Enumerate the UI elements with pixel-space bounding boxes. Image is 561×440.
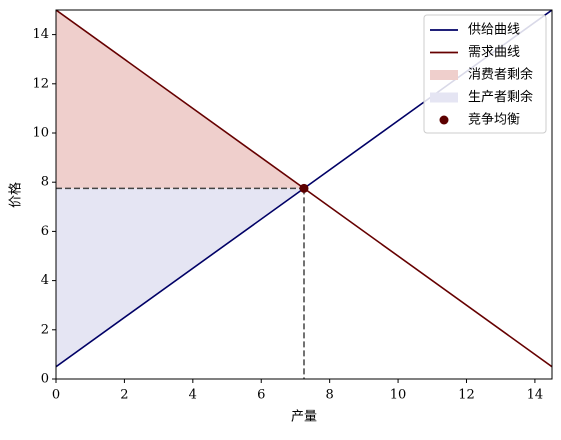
- legend-label: 竞争均衡: [468, 112, 520, 128]
- y-axis-label: 价格: [8, 182, 24, 208]
- legend-point: [439, 115, 449, 125]
- x-tick-label: 8: [326, 388, 334, 403]
- legend-label: 供给曲线: [468, 23, 520, 38]
- x-tick-label: 6: [257, 388, 265, 403]
- legend-patch: [430, 92, 458, 103]
- x-tick-label: 12: [458, 388, 475, 403]
- legend-patch: [430, 70, 458, 80]
- x-tick-label: 2: [120, 388, 128, 403]
- legend-label: 需求曲线: [468, 45, 520, 60]
- y-tick-label: 0: [41, 372, 49, 387]
- y-tick-label: 2: [41, 322, 49, 337]
- x-axis-label: 产量: [291, 410, 317, 425]
- y-tick-label: 12: [32, 76, 49, 91]
- plot: [56, 10, 552, 379]
- point: [299, 183, 309, 193]
- x-tick-label: 4: [189, 388, 197, 403]
- x-tick-label: 0: [52, 388, 60, 403]
- y-tick-label: 14: [32, 27, 49, 42]
- legend-box: [423, 14, 547, 134]
- y-tick-label: 6: [41, 224, 49, 239]
- x-tick-label: 14: [527, 388, 544, 403]
- y-tick-label: 10: [32, 126, 49, 141]
- y-tick-label: 8: [41, 175, 49, 190]
- plot-frame: [55, 9, 553, 380]
- legend-label: 生产者剩余: [468, 89, 533, 105]
- y-tick-label: 4: [41, 273, 49, 288]
- legend-label: 消费者剩余: [468, 67, 533, 83]
- x-tick-label: 10: [390, 388, 407, 403]
